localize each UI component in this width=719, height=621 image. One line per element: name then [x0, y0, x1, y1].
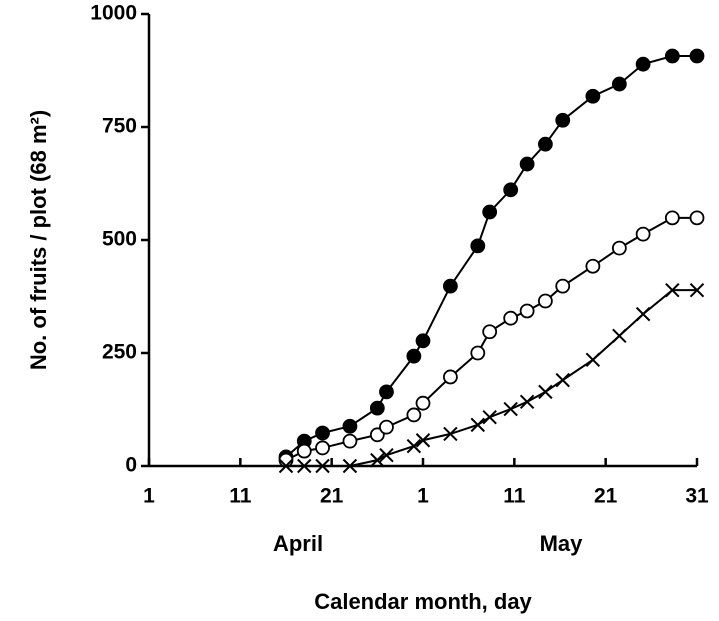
y-tick-label: 250: [102, 341, 137, 364]
filled-marker: [315, 425, 330, 441]
open-marker: [689, 210, 705, 226]
cross-stroke: [665, 282, 680, 298]
x-tick-label: 11: [229, 485, 252, 508]
y-tick-label: 0: [125, 454, 137, 477]
y-tick-label: 1000: [90, 2, 137, 25]
y-tick-label: 750: [102, 115, 137, 138]
cross-stroke: [519, 394, 535, 410]
cross-stroke: [538, 384, 553, 400]
open-marker: [611, 240, 627, 256]
cross-marker: [689, 282, 705, 298]
cross-marker: [503, 401, 518, 417]
open-marker: [585, 258, 601, 274]
x-tick-label: 31: [685, 485, 709, 508]
filled-marker: [415, 333, 431, 349]
cross-stroke: [297, 458, 312, 474]
cross-marker: [470, 417, 486, 433]
open-marker: [296, 443, 312, 459]
filled-marker: [635, 56, 651, 72]
cross-marker: [278, 458, 294, 474]
open-marker: [503, 310, 519, 326]
open-marker: [635, 226, 651, 242]
month-label: May: [540, 531, 584, 556]
filled-marker: [442, 278, 458, 294]
cross-stroke: [612, 328, 627, 344]
cross-stroke: [406, 438, 422, 454]
cross-stroke: [379, 447, 394, 463]
open-marker: [482, 324, 498, 340]
series-line: [285, 55, 697, 458]
filled-marker: [689, 48, 705, 64]
open-marker: [470, 345, 486, 361]
open-marker: [519, 303, 535, 319]
cross-marker: [635, 306, 651, 322]
x-tick-label: 1: [143, 485, 155, 508]
cross-marker: [612, 328, 627, 344]
open-marker: [379, 419, 394, 435]
cross-marker: [342, 458, 358, 474]
filled-marker: [555, 112, 571, 128]
cross-stroke: [635, 306, 651, 322]
filled-marker: [470, 238, 486, 254]
cross-stroke: [278, 458, 294, 474]
cross-marker: [585, 352, 601, 367]
cross-stroke: [370, 452, 385, 468]
x-tick-label: 1: [417, 485, 429, 508]
filled-marker: [379, 384, 394, 400]
cross-stroke: [555, 372, 570, 388]
cross-stroke: [482, 409, 497, 425]
cross-stroke: [342, 458, 358, 474]
cross-marker: [519, 394, 535, 410]
x-tick-label: 11: [503, 485, 526, 508]
x-axis-label: Calendar month, day: [314, 589, 532, 614]
y-axis-label: No. of fruits / plot (68 m²): [26, 110, 51, 370]
cross-stroke: [585, 352, 601, 367]
filled-marker: [537, 136, 553, 152]
filled-marker: [342, 418, 358, 434]
cross-stroke: [315, 458, 330, 474]
cross-marker: [443, 426, 458, 442]
cross-marker: [415, 433, 431, 448]
filled-marker: [482, 204, 498, 220]
filled-marker: [664, 48, 680, 64]
open-marker: [415, 395, 431, 411]
cross-marker: [482, 409, 497, 425]
filled-marker: [503, 182, 519, 198]
x-tick-label: 21: [320, 485, 344, 508]
cross-marker: [315, 458, 330, 474]
cross-marker: [538, 384, 553, 400]
open-marker: [537, 293, 553, 309]
open-marker: [442, 369, 458, 385]
month-label: April: [273, 531, 323, 556]
open-marker: [555, 278, 571, 294]
cross-marker: [406, 438, 422, 454]
cross-marker: [297, 458, 312, 474]
cross-stroke: [443, 426, 458, 442]
filled-marker: [519, 156, 535, 172]
x-tick-label: 21: [594, 485, 618, 508]
filled-marker: [406, 348, 422, 364]
cross-marker: [379, 447, 394, 463]
open-marker: [315, 440, 330, 456]
filled-marker: [611, 76, 627, 92]
cross-marker: [665, 282, 680, 298]
open-marker: [664, 210, 680, 226]
cross-stroke: [415, 433, 431, 448]
open-marker: [406, 407, 422, 423]
cross-stroke: [470, 417, 486, 433]
cross-marker: [370, 452, 385, 468]
open-marker: [342, 433, 358, 449]
y-tick-label: 500: [102, 228, 137, 251]
cross-stroke: [503, 401, 518, 417]
filled-marker: [585, 88, 601, 104]
cross-stroke: [689, 282, 705, 298]
cross-marker: [555, 372, 570, 388]
filled-marker: [369, 400, 385, 416]
